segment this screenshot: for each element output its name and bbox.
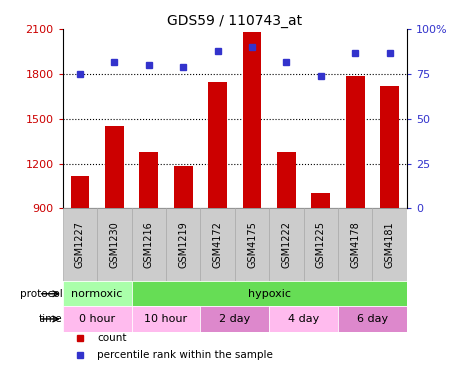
Text: GSM4175: GSM4175 [247,221,257,268]
Bar [269,208,304,281]
Text: percentile rank within the sample: percentile rank within the sample [97,350,273,360]
Text: count: count [97,333,126,343]
Bar [140,152,158,208]
Bar [105,126,124,208]
Bar [338,306,407,332]
Text: hypoxic: hypoxic [248,289,291,299]
Bar [243,32,261,208]
Text: GSM4178: GSM4178 [350,221,360,268]
Bar [132,281,407,306]
Bar [338,208,372,281]
Bar [166,208,200,281]
Text: GSM1219: GSM1219 [178,221,188,268]
Bar [269,306,338,332]
Bar [63,208,97,281]
Text: GSM1227: GSM1227 [75,221,85,268]
Text: 10 hour: 10 hour [145,314,187,324]
Bar [277,152,296,208]
Bar [63,281,132,306]
Text: 6 day: 6 day [357,314,388,324]
Bar [235,208,269,281]
Bar [312,193,330,208]
Text: GSM1225: GSM1225 [316,221,326,268]
Bar [346,75,365,208]
Text: GSM4172: GSM4172 [213,221,223,268]
Text: protocol: protocol [20,289,63,299]
Bar [63,306,132,332]
Bar [200,306,269,332]
Text: GSM1230: GSM1230 [109,221,120,268]
Text: 0 hour: 0 hour [79,314,115,324]
Text: 4 day: 4 day [288,314,319,324]
Bar [380,86,399,208]
Text: GSM4181: GSM4181 [385,221,395,268]
Text: normoxic: normoxic [72,289,123,299]
Bar [97,208,132,281]
Bar [208,82,227,208]
Bar [174,166,193,208]
Bar [71,176,89,208]
Text: GSM1222: GSM1222 [281,221,292,268]
Bar [372,208,407,281]
Text: 2 day: 2 day [219,314,251,324]
Title: GDS59 / 110743_at: GDS59 / 110743_at [167,14,302,28]
Text: time: time [39,314,63,324]
Bar [304,208,338,281]
Bar [132,208,166,281]
Bar [132,306,200,332]
Text: GSM1216: GSM1216 [144,221,154,268]
Bar [200,208,235,281]
